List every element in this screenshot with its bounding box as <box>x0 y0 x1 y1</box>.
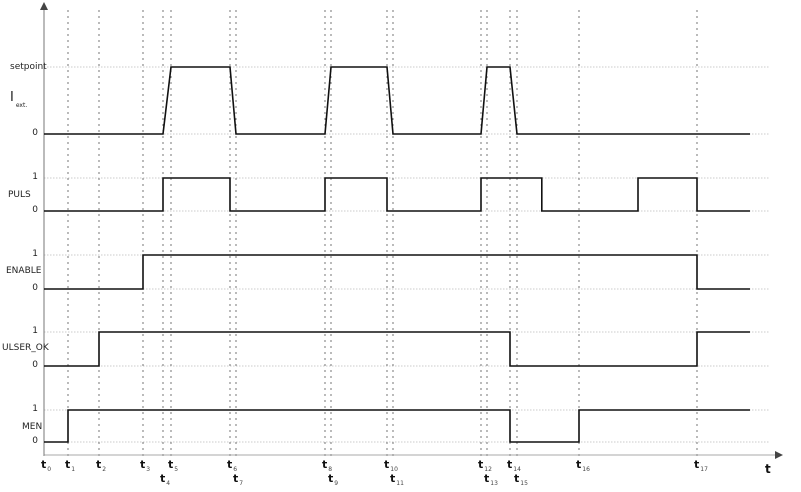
tick-index: 11 <box>396 480 404 488</box>
tick-label-t0: t0 <box>41 459 51 476</box>
tick-label-t8: t8 <box>322 459 332 476</box>
tick-label-t4: t4 <box>160 473 170 490</box>
tick-prefix: t <box>65 458 71 471</box>
tick-label-t5: t5 <box>168 459 178 476</box>
tick-index: 0 <box>47 466 52 474</box>
iext-name: I <box>10 90 14 105</box>
tick-label-t10: t10 <box>384 459 398 476</box>
tick-label-t16: t16 <box>576 459 590 476</box>
waveform-puls <box>44 177 750 212</box>
tick-prefix: t <box>478 458 484 471</box>
tick-index: 7 <box>239 480 244 488</box>
tick-index: 14 <box>513 466 521 474</box>
iext-subscript: ext. <box>15 102 28 109</box>
tick-label-t17: t17 <box>694 459 708 476</box>
tick-prefix: t <box>507 458 513 471</box>
tick-label-t13: t13 <box>484 473 498 490</box>
waveform-i <box>44 66 750 135</box>
ulser-ok-zero-label: 0 <box>32 360 38 370</box>
tick-index: 4 <box>166 480 171 488</box>
tick-index: 10 <box>390 466 398 474</box>
men-zero-label: 0 <box>32 436 38 446</box>
enable-one-label: 1 <box>32 249 38 259</box>
waveform-ulser-ok <box>44 331 750 367</box>
tick-label-t9: t9 <box>328 473 338 490</box>
tick-label-t12: t12 <box>478 459 492 476</box>
tick-prefix: t <box>328 472 334 485</box>
enable-zero-label: 0 <box>32 283 38 293</box>
tick-label-t14: t14 <box>507 459 521 476</box>
tick-prefix: t <box>160 472 166 485</box>
tick-prefix: t <box>233 472 239 485</box>
puls-one-label: 1 <box>32 172 38 182</box>
tick-index: 8 <box>328 466 333 474</box>
puls-label: PULS <box>8 190 31 200</box>
tick-index: 15 <box>520 480 528 488</box>
vertical-axis-arrow-icon <box>40 2 48 10</box>
tick-label-t2: t2 <box>96 459 106 476</box>
tick-label-t1: t1 <box>65 459 75 476</box>
tick-index: 3 <box>146 466 151 474</box>
iext-label: Iext. <box>10 90 27 109</box>
tick-prefix: t <box>168 458 174 471</box>
ulser-ok-one-label: 1 <box>32 326 38 336</box>
men-one-label: 1 <box>32 404 38 414</box>
tick-prefix: t <box>484 472 490 485</box>
waveform-enable <box>44 254 750 290</box>
tick-index: 13 <box>490 480 498 488</box>
tick-label-t3: t3 <box>140 459 150 476</box>
tick-prefix: t <box>322 458 328 471</box>
tick-prefix: t <box>694 458 700 471</box>
tick-prefix: t <box>514 472 520 485</box>
tick-label-t15: t15 <box>514 473 528 490</box>
tick-prefix: t <box>41 458 47 471</box>
tick-prefix: t <box>140 458 146 471</box>
tick-prefix: t <box>384 458 390 471</box>
tick-index: 5 <box>174 466 179 474</box>
tick-index: 9 <box>334 480 339 488</box>
tick-label-t11: t11 <box>390 473 404 490</box>
waveform-men <box>44 409 750 443</box>
tick-index: 6 <box>233 466 238 474</box>
tick-index: 17 <box>700 466 708 474</box>
tick-index: 16 <box>582 466 590 474</box>
tick-label-t7: t7 <box>233 473 243 490</box>
time-axis-arrow-icon <box>775 451 783 459</box>
tick-prefix: t <box>390 472 396 485</box>
tick-index: 1 <box>71 466 76 474</box>
enable-label: ENABLE <box>6 266 42 276</box>
men-label: MEN <box>22 422 43 432</box>
tick-index: 12 <box>484 466 492 474</box>
ulser-ok-label: ULSER_OK <box>2 343 49 353</box>
iext-setpoint-label: setpoint <box>10 62 47 72</box>
tick-index: 2 <box>102 466 107 474</box>
tick-prefix: t <box>576 458 582 471</box>
tick-label-t6: t6 <box>227 459 237 476</box>
tick-prefix: t <box>96 458 102 471</box>
iext-zero-label: 0 <box>32 128 38 138</box>
time-axis-label: t <box>765 462 771 476</box>
puls-zero-label: 0 <box>32 205 38 215</box>
tick-prefix: t <box>227 458 233 471</box>
